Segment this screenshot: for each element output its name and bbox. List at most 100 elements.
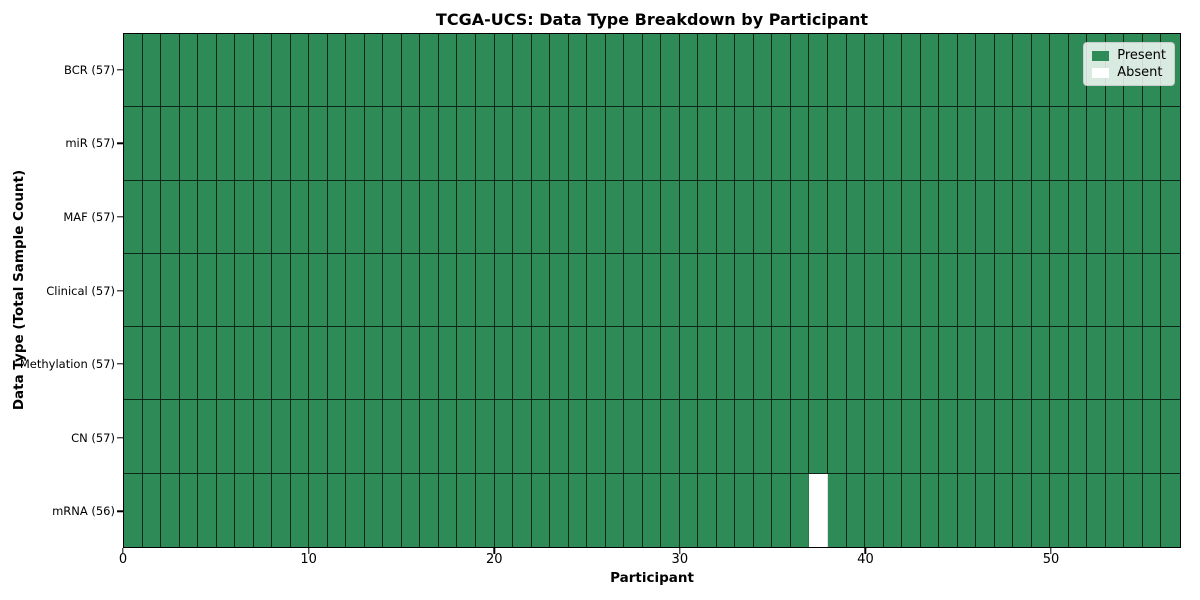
heatmap-cell (1013, 34, 1032, 108)
heatmap-cell (420, 473, 439, 547)
heatmap-cell (253, 253, 273, 328)
heatmap-cell (994, 253, 1014, 328)
heatmap-cell (457, 473, 476, 547)
heatmap-cell (939, 400, 958, 474)
heatmap-cell (198, 107, 217, 181)
heatmap-cell (846, 473, 866, 547)
heatmap-cell (179, 473, 199, 547)
heatmap-cell (401, 473, 421, 547)
heatmap-cell (957, 180, 977, 254)
heatmap-cell (605, 34, 625, 108)
heatmap-cell (679, 180, 699, 254)
y-tick-label: MAF (57) (63, 209, 115, 224)
heatmap-cell (401, 34, 421, 108)
heatmap-cell (716, 34, 736, 108)
heatmap-cell (920, 107, 940, 181)
heatmap-cell (290, 180, 310, 254)
heatmap-cell (1124, 180, 1143, 254)
heatmap-cell (475, 327, 495, 401)
heatmap-cell (957, 107, 977, 181)
heatmap-cell (475, 253, 495, 328)
heatmap-cell (216, 327, 236, 401)
heatmap-cell (827, 34, 847, 108)
heatmap-cell (735, 253, 754, 328)
heatmap-cell (550, 400, 569, 474)
heatmap-cell (994, 473, 1014, 547)
heatmap-cell (1068, 473, 1088, 547)
heatmap-cell (253, 107, 273, 181)
heatmap-cell (883, 327, 903, 401)
heatmap-cell (253, 327, 273, 401)
x-axis-label: Participant (610, 570, 694, 586)
heatmap-cell (920, 400, 940, 474)
heatmap-cell (790, 107, 810, 181)
heatmap-cell (568, 180, 588, 254)
heatmap-cell (401, 327, 421, 401)
heatmap-cell (846, 327, 866, 401)
heatmap-cell (976, 400, 995, 474)
heatmap-cell (513, 327, 532, 401)
heatmap-cell (457, 253, 476, 328)
heatmap-cell (142, 180, 162, 254)
heatmap-cell (420, 107, 439, 181)
heatmap-cell (1161, 327, 1180, 401)
heatmap-cell (1105, 327, 1125, 401)
heatmap-cell (124, 34, 143, 108)
heatmap-cell (1087, 253, 1106, 328)
heatmap-cell (531, 327, 551, 401)
heatmap-cell (568, 473, 588, 547)
heatmap-cell (272, 400, 291, 474)
heatmap-cell (661, 253, 680, 328)
heatmap-cell (124, 400, 143, 474)
heatmap-cell (475, 180, 495, 254)
heatmap-cell (161, 327, 180, 401)
heatmap-cell (1105, 107, 1125, 181)
heatmap-cell (420, 180, 439, 254)
heatmap-cell (883, 34, 903, 108)
heatmap-cell (1068, 327, 1088, 401)
heatmap-cell (809, 327, 828, 401)
heatmap-cell (1161, 400, 1180, 474)
heatmap-cell (735, 327, 754, 401)
heatmap-cell (587, 253, 606, 328)
heatmap-cell (494, 253, 514, 328)
heatmap-cell (753, 34, 773, 108)
heatmap-cell (716, 327, 736, 401)
heatmap-cell (716, 107, 736, 181)
heatmap-cell (327, 253, 347, 328)
x-tick-label: 10 (300, 552, 317, 567)
heatmap-cell (401, 253, 421, 328)
heatmap-cell (957, 473, 977, 547)
heatmap-cell (142, 473, 162, 547)
heatmap-cell (383, 180, 402, 254)
heatmap-cell (1105, 253, 1125, 328)
heatmap-cell (346, 34, 365, 108)
heatmap-cell (976, 107, 995, 181)
heatmap-cell (1068, 107, 1088, 181)
heatmap-cell (531, 180, 551, 254)
heatmap-cell (438, 253, 458, 328)
heatmap-cell (790, 400, 810, 474)
heatmap-cell (976, 34, 995, 108)
heatmap-cell (716, 180, 736, 254)
heatmap-cell (420, 327, 439, 401)
heatmap-cell (457, 327, 476, 401)
heatmap-cell (531, 473, 551, 547)
heatmap-cell (1031, 180, 1051, 254)
heatmap-cell (198, 327, 217, 401)
heatmap-cell (865, 327, 884, 401)
heatmap-cell (1050, 34, 1069, 108)
heatmap-cell (235, 473, 254, 547)
heatmap-cell (383, 253, 402, 328)
x-tick-mark (307, 548, 310, 554)
heatmap-cell (309, 180, 328, 254)
heatmap-cell (513, 34, 532, 108)
heatmap-cell (772, 327, 791, 401)
heatmap-cell (939, 180, 958, 254)
heatmap-cell (179, 107, 199, 181)
y-tick-label: Methylation (57) (19, 357, 115, 372)
heatmap-cell (1013, 253, 1032, 328)
heatmap-cell (698, 34, 717, 108)
heatmap-cell (179, 34, 199, 108)
heatmap-cell (661, 327, 680, 401)
